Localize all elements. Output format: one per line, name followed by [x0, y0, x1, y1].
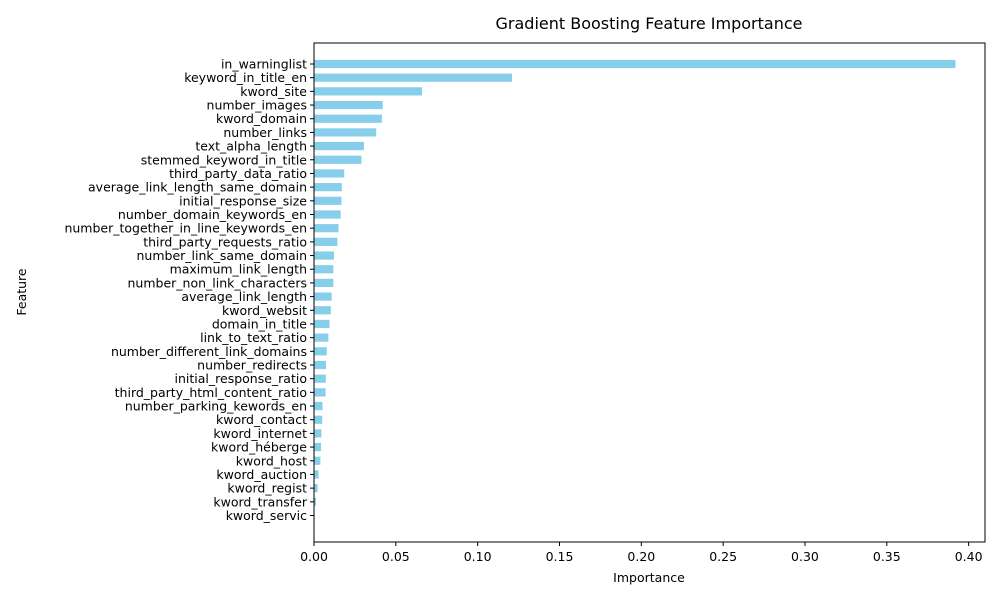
bar-average-link-length-same-domain	[314, 183, 342, 192]
bar-stemmed-keyword-in-title	[314, 155, 362, 164]
x-tick-label: 0.15	[546, 549, 574, 564]
plot-frame	[313, 42, 986, 543]
y-tick-label: initial_response_size	[179, 193, 307, 208]
bar-number-images	[314, 100, 383, 110]
y-tick-label: number_domain_keywords_en	[118, 207, 307, 222]
y-tick-label: number_redirects	[197, 358, 307, 373]
y-tick-label: average_link_length	[181, 289, 307, 304]
y-axis-label: Feature	[14, 268, 29, 316]
x-tick-label: 0.20	[627, 549, 655, 564]
bar-initial-response-ratio	[314, 374, 326, 383]
y-tick-label: kword_auction	[216, 467, 307, 482]
bar-kword-regist	[314, 484, 318, 493]
bar-third-party-html-content-ratio	[314, 388, 326, 397]
bar-number-domain-keywords-en	[314, 210, 341, 219]
bar-kword-websit	[314, 306, 331, 315]
x-axis-label: Importance	[613, 570, 685, 585]
y-tick-label: maximum_link_length	[170, 262, 307, 277]
bar-number-links	[314, 128, 377, 137]
bars-group	[314, 59, 956, 520]
y-tick-label: text_alpha_length	[195, 139, 307, 154]
bar-number-different-link-domains	[314, 347, 327, 356]
y-tick-label: third_party_requests_ratio	[143, 234, 307, 249]
bar-third-party-data-ratio	[314, 169, 345, 178]
x-tick-label: 0.30	[791, 549, 819, 564]
bar-keyword-in-title-en	[314, 73, 513, 82]
y-tick-label: number_non_link_characters	[127, 275, 307, 290]
bar-number-redirects	[314, 360, 326, 370]
y-tick-label: number_together_in_line_keywords_en	[64, 221, 307, 236]
bar-number-together-in-line-keywords-en	[314, 224, 339, 233]
y-tick-label: third_party_html_content_ratio	[115, 385, 307, 400]
bar-kword-héberge	[314, 442, 322, 452]
y-tick-label: number_link_same_domain	[137, 248, 308, 263]
y-tick-label: kword_internet	[213, 426, 307, 441]
y-tick-label: kword_domain	[216, 111, 307, 126]
y-tick-label: kword_host	[236, 453, 307, 468]
x-tick-label: 0.40	[955, 549, 983, 564]
bar-kword-domain	[314, 114, 382, 123]
bar-initial-response-size	[314, 196, 342, 205]
x-tick-label: 0.25	[709, 549, 737, 564]
y-tick-label: kword_contact	[216, 412, 307, 427]
y-tick-label: kword_héberge	[211, 440, 307, 455]
y-tick-label: keyword_in_title_en	[184, 70, 307, 85]
bar-number-link-same-domain	[314, 251, 334, 260]
bar-text-alpha-length	[314, 141, 364, 151]
bar-domain-in-title	[314, 319, 330, 329]
bar-number-non-link-characters	[314, 278, 334, 288]
bar-kword-site	[314, 87, 423, 96]
bar-kword-auction	[314, 470, 319, 479]
y-axis-ticks: in_warninglistkeyword_in_title_enkword_s…	[64, 57, 314, 523]
y-tick-label: kword_transfer	[213, 494, 307, 509]
y-tick-label: number_parking_kewords_en	[125, 399, 307, 414]
bar-third-party-requests-ratio	[314, 237, 338, 246]
x-tick-label: 0.10	[464, 549, 492, 564]
bar-maximum-link-length	[314, 265, 334, 274]
y-tick-label: kword_servic	[226, 508, 307, 523]
y-tick-label: number_different_link_domains	[111, 344, 307, 359]
y-tick-label: number_links	[223, 125, 307, 140]
x-tick-label: 0.00	[300, 549, 328, 564]
bar-kword-host	[314, 456, 321, 465]
bar-in-warninglist	[314, 59, 956, 69]
y-tick-label: average_link_length_same_domain	[88, 180, 307, 195]
y-tick-label: link_to_text_ratio	[200, 330, 307, 345]
bar-kword-contact	[314, 415, 323, 424]
x-tick-label: 0.35	[873, 549, 901, 564]
y-tick-label: kword_site	[240, 84, 307, 99]
x-axis-ticks: 0.00 0.05 0.10 0.15 0.20 0.25 0.30 0.35 0.40	[300, 542, 983, 564]
y-tick-label: domain_in_title	[212, 316, 307, 331]
y-tick-label: third_party_data_ratio	[169, 166, 307, 181]
y-tick-label: number_images	[207, 98, 307, 113]
y-tick-label: kword_regist	[227, 481, 307, 496]
y-tick-label: initial_response_ratio	[175, 371, 307, 386]
bar-number-parking-kewords-en	[314, 401, 323, 411]
y-tick-label: in_warninglist	[221, 57, 307, 72]
y-tick-label: stemmed_keyword_in_title	[141, 152, 308, 167]
bar-link-to-text-ratio	[314, 333, 329, 342]
chart-title: Gradient Boosting Feature Importance	[496, 14, 803, 33]
bar-kword-transfer	[314, 497, 316, 506]
bar-average-link-length	[314, 292, 332, 301]
x-tick-label: 0.05	[382, 549, 410, 564]
y-tick-label: kword_websit	[222, 303, 307, 318]
bar-kword-internet	[314, 429, 322, 438]
